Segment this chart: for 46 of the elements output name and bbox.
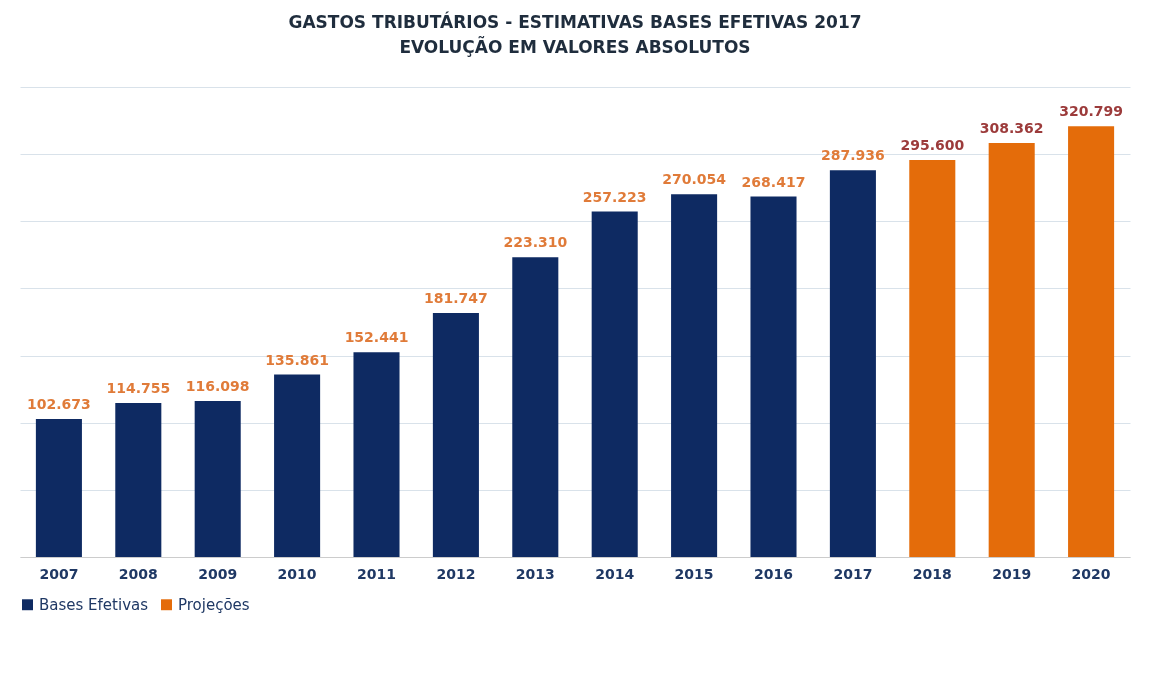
bar	[671, 194, 718, 557]
bar	[35, 419, 82, 557]
x-tick-label: 2013	[515, 565, 555, 582]
bar	[988, 142, 1035, 557]
x-tick-label: 2014	[595, 565, 635, 582]
x-tick-label: 2020	[1071, 565, 1111, 582]
chart-title: GASTOS TRIBUTÁRIOS - ESTIMATIVAS BASES EFETIVAS 2017	[288, 11, 862, 32]
bar	[750, 196, 797, 557]
data-label: 135.861	[265, 351, 329, 368]
data-label: 181.747	[424, 289, 488, 306]
x-tick-label: 2015	[674, 565, 714, 582]
legend-label: Bases Efetivas	[39, 595, 149, 614]
bar	[274, 374, 321, 557]
bar	[591, 211, 638, 557]
chart-subtitle: EVOLUÇÃO EM VALORES ABSOLUTOS	[399, 35, 751, 57]
bar	[115, 402, 162, 557]
bar	[829, 170, 876, 557]
bar	[432, 312, 479, 557]
bar	[512, 257, 559, 557]
data-label: 295.600	[900, 137, 965, 154]
bar	[1068, 126, 1115, 557]
data-label: 223.310	[503, 234, 568, 251]
x-tick-label: 2017	[833, 565, 873, 582]
data-label: 257.223	[582, 188, 647, 205]
data-label: 102.673	[27, 396, 91, 413]
x-tick-label: 2016	[754, 565, 793, 582]
x-tick-label: 2011	[357, 565, 396, 582]
data-label: 287.936	[821, 147, 885, 164]
x-tick-label: 2010	[277, 565, 317, 582]
legend-label: Projeções	[178, 595, 250, 614]
data-label: 270.054	[662, 171, 727, 188]
data-label: 268.417	[741, 173, 806, 190]
x-tick-label: 2009	[198, 565, 238, 582]
data-label: 320.799	[1059, 103, 1123, 120]
data-label: 152.441	[344, 329, 409, 346]
data-label: 116.098	[185, 378, 250, 395]
x-tick-label: 2018	[912, 565, 952, 582]
x-tick-label: 2012	[436, 565, 476, 582]
data-label: 308.362	[979, 119, 1044, 136]
data-label: 114.755	[106, 379, 171, 396]
bar	[194, 401, 241, 557]
x-tick-label: 2019	[992, 565, 1032, 582]
x-tick-label: 2008	[118, 565, 158, 582]
x-tick-label: 2007	[39, 565, 79, 582]
bar	[909, 160, 956, 557]
bar	[353, 352, 400, 557]
